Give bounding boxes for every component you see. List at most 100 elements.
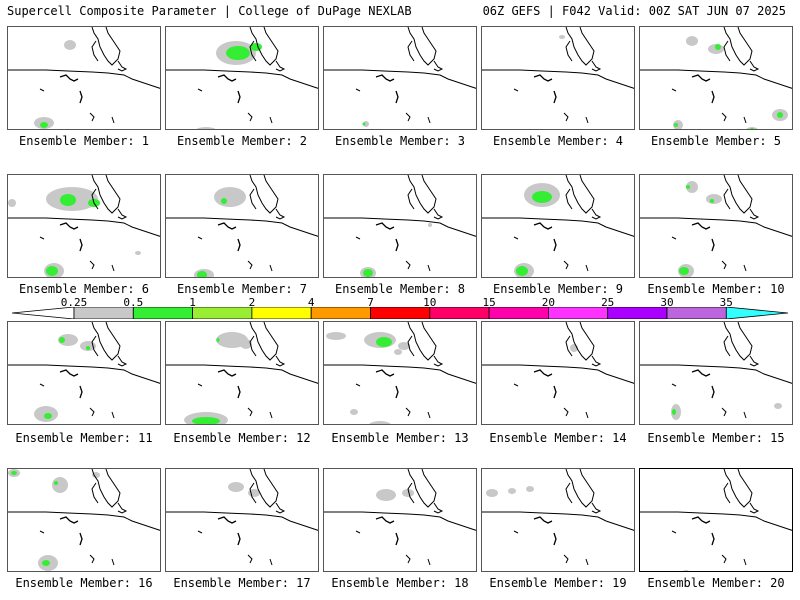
map-outline (59, 516, 79, 524)
map-outline (565, 322, 595, 361)
map-outline (39, 530, 45, 534)
member-map (8, 322, 160, 422)
map-outline (375, 516, 395, 524)
map-outline (513, 236, 519, 240)
ensemble-member-label: Ensemble Member: 4 (492, 134, 624, 148)
map-outline (711, 238, 715, 252)
legend-swatch-8 (488, 307, 549, 319)
map-outline (565, 482, 573, 504)
map-outline (395, 532, 399, 546)
map-outline (111, 558, 115, 566)
scp-shade-low (428, 223, 432, 227)
ensemble-panel-15[interactable] (639, 321, 793, 425)
map-outline (39, 383, 45, 387)
ensemble-panel-10[interactable] (639, 174, 793, 278)
member-map (8, 175, 160, 277)
ensemble-panel-4[interactable] (481, 26, 635, 130)
map-outline (565, 175, 595, 214)
scp-shade-mid (686, 185, 690, 189)
legend-swatch-9 (548, 307, 609, 319)
scp-shade-mid (777, 112, 783, 118)
map-outline (217, 516, 237, 524)
scp-shade-low (214, 187, 246, 207)
map-outline (275, 208, 286, 220)
ensemble-member-label: Ensemble Member: 20 (647, 576, 785, 590)
scp-shade-low (52, 477, 68, 493)
ensemble-member-label: Ensemble Member: 5 (650, 134, 782, 148)
map-outline (269, 264, 273, 272)
map-outline (743, 116, 747, 124)
legend-swatch-11 (666, 307, 727, 319)
member-map (166, 27, 318, 129)
map-outline (563, 407, 569, 417)
scp-shade-mid (532, 191, 552, 203)
ensemble-panel-19[interactable] (481, 468, 635, 572)
map-outline (749, 502, 760, 514)
scp-shade-mid (715, 44, 721, 50)
map-outline (166, 364, 318, 384)
map-outline (79, 90, 83, 104)
ensemble-panel-5[interactable] (639, 26, 793, 130)
map-outline (247, 407, 253, 417)
map-outline (197, 530, 203, 534)
legend-tick-label: 7 (367, 296, 374, 309)
ensemble-panel-12[interactable] (165, 321, 319, 425)
ensemble-panel-11[interactable] (7, 321, 161, 425)
map-outline (553, 238, 557, 252)
member-map (166, 469, 318, 566)
map-outline (711, 532, 715, 546)
map-outline (513, 383, 519, 387)
map-outline (249, 469, 279, 508)
map-outline (591, 502, 602, 514)
legend-tick-label: 1 (189, 296, 196, 309)
map-outline (91, 175, 121, 214)
scp-shade-low (326, 332, 346, 340)
scp-shade-mid (674, 123, 678, 127)
map-outline (407, 40, 415, 62)
ensemble-member-label: Ensemble Member: 12 (173, 431, 311, 445)
ensemble-panel-9[interactable] (481, 174, 635, 278)
scp-shade-mid (679, 267, 689, 275)
scp-shade-mid (40, 122, 48, 128)
map-outline (247, 112, 253, 122)
map-outline (721, 407, 727, 417)
map-outline (563, 554, 569, 564)
ensemble-member-label: Ensemble Member: 17 (173, 576, 311, 590)
ensemble-panel-18[interactable] (323, 468, 477, 572)
map-outline (91, 40, 99, 62)
ensemble-panel-7[interactable] (165, 174, 319, 278)
ensemble-panel-8[interactable] (323, 174, 477, 278)
map-outline (237, 532, 241, 546)
ensemble-panel-16[interactable] (7, 468, 161, 572)
map-outline (407, 27, 437, 66)
ensemble-panel-14[interactable] (481, 321, 635, 425)
map-outline (749, 60, 760, 72)
scp-shade-mid (672, 409, 676, 415)
map-outline (111, 411, 115, 419)
scp-shade-low (394, 349, 402, 355)
ensemble-panel-17[interactable] (165, 468, 319, 572)
map-outline (743, 264, 747, 272)
scp-shade-low (402, 489, 414, 497)
member-map (482, 322, 634, 419)
map-outline (553, 385, 557, 399)
ensemble-panel-3[interactable] (323, 26, 477, 130)
map-outline (197, 88, 203, 92)
ensemble-panel-1[interactable] (7, 26, 161, 130)
ensemble-panel-20[interactable] (639, 468, 793, 572)
legend-tick-label: 0.25 (60, 296, 88, 309)
map-outline (433, 502, 444, 514)
legend-tick-label: 25 (601, 296, 615, 309)
map-outline (723, 40, 731, 62)
scp-shade-low (686, 36, 698, 46)
map-outline (324, 364, 476, 384)
map-outline (117, 502, 128, 514)
ensemble-panel-6[interactable] (7, 174, 161, 278)
map-outline (553, 532, 557, 546)
scp-shade-low (486, 489, 498, 497)
scp-shade-low (683, 570, 689, 571)
scp-shade-low (363, 121, 369, 127)
ensemble-panel-13[interactable] (323, 321, 477, 425)
member-map (324, 175, 476, 277)
ensemble-panel-2[interactable] (165, 26, 319, 130)
